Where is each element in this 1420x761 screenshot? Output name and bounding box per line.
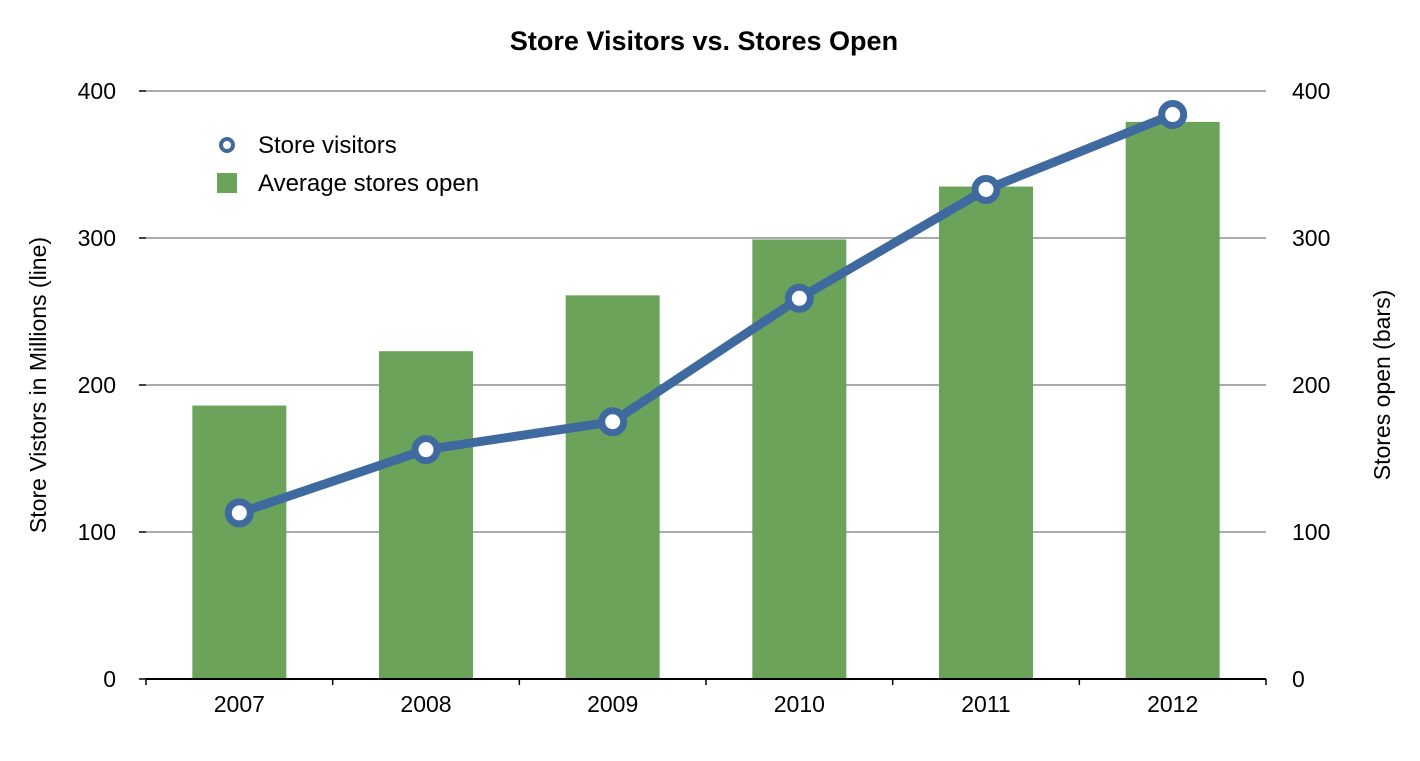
point-2009 [598, 407, 628, 437]
y-tick-label-right: 400 [1292, 78, 1330, 104]
y-tick-label-right: 100 [1292, 519, 1330, 545]
point-2008 [411, 435, 441, 465]
point-2012 [1158, 100, 1188, 130]
y-axis-label-left: Store Vistors in Millions (line) [25, 237, 51, 533]
gridlines [146, 90, 1266, 533]
legend-bar-swatch [217, 173, 237, 193]
legend-label-visitors: Store visitors [258, 132, 397, 159]
visitors-line [237, 110, 1175, 518]
point-2011 [971, 174, 1001, 204]
legend-line-marker [219, 137, 235, 153]
y-tick-label-left: 200 [78, 372, 116, 398]
bar-2011 [939, 186, 1033, 680]
y-tick-label-right: 300 [1292, 225, 1330, 251]
bar-2008 [379, 351, 473, 679]
x-tick-label: 2009 [587, 691, 638, 717]
point-2010 [784, 283, 814, 313]
y-tick-label-right: 0 [1292, 666, 1305, 692]
axes: 0 100 200 300 400 0 100 200 300 400 2007 2008 2009 20… [78, 78, 1331, 717]
bars [192, 121, 1220, 680]
legend: Store visitors Average stores open [217, 132, 479, 197]
chart-title: Store Visitors vs. Stores Open [510, 26, 898, 56]
y-tick-label-left: 0 [103, 666, 116, 692]
legend-label-stores: Average stores open [258, 170, 479, 197]
y-tick-label-right: 200 [1292, 372, 1330, 398]
x-tick-label: 2010 [774, 691, 825, 717]
point-2007 [224, 498, 254, 528]
y-tick-label-left: 100 [78, 519, 116, 545]
y-axis-label-right: Stores open (bars) [1369, 290, 1395, 480]
bar-2009 [565, 295, 660, 679]
x-tick-label: 2012 [1147, 691, 1198, 717]
y-tick-label-left: 400 [78, 78, 116, 104]
bar-2007 [192, 405, 287, 679]
bar-2012 [1125, 121, 1220, 680]
x-tick-label: 2011 [961, 691, 1010, 717]
y-tick-label-left: 300 [78, 225, 116, 251]
line-series [224, 100, 1188, 528]
x-tick-label: 2008 [400, 691, 451, 717]
x-tick-label: 2007 [214, 691, 265, 717]
